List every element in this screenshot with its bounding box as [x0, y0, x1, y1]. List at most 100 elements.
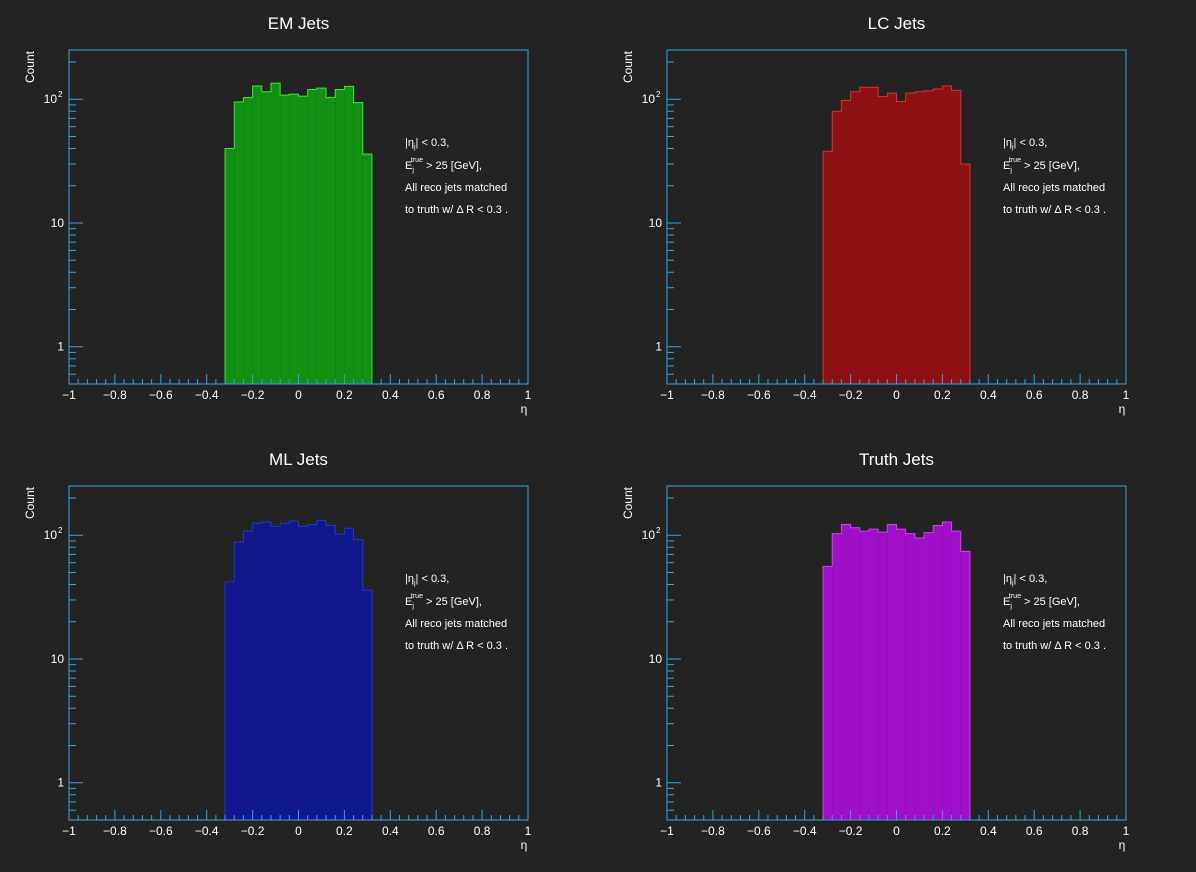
histogram-bin	[243, 97, 253, 384]
x-tick-label: 1	[525, 388, 532, 402]
x-tick-label: 0.4	[382, 824, 399, 838]
annotation-energy-cut: Ejtrue > 25 [GeV],	[405, 593, 482, 610]
annotation-matching: All reco jets matched	[405, 182, 507, 194]
panel-title: Truth Jets	[859, 450, 934, 469]
histogram-bin	[326, 525, 336, 820]
histogram-bin	[335, 534, 345, 820]
x-axis: −1 −0.8 −0.6 −0.4 −0.2 0 0.2 0.4 0.6 0.8 1η	[660, 374, 1130, 416]
panel-title: EM Jets	[268, 14, 329, 33]
histogram-bin	[823, 151, 833, 384]
histogram-bin	[951, 531, 961, 820]
x-tick-label: 0.2	[336, 824, 353, 838]
y-tick-exponent: 2	[656, 90, 661, 99]
histogram-bin	[905, 93, 915, 384]
histogram-bin	[243, 531, 253, 820]
x-axis: −1 −0.8 −0.6 −0.4 −0.2 0 0.2 0.4 0.6 0.8 1η	[62, 810, 532, 852]
y-axis-label: Count	[621, 486, 635, 519]
x-axis: −1 −0.8 −0.6 −0.4 −0.2 0 0.2 0.4 0.6 0.8 1η	[62, 374, 532, 416]
x-tick-label: 0.6	[1026, 824, 1043, 838]
histogram-bin	[850, 91, 860, 385]
y-tick-label: 10	[51, 216, 65, 230]
panel-lc-jets: LC Jets−1 −0.8 −0.6 −0.4 −0.2 0 0.2 0.4 0.6 0.8 1η…	[621, 14, 1130, 416]
x-tick-label: −0.8	[701, 388, 725, 402]
x-tick-label: −0.6	[149, 824, 173, 838]
x-axis-label: η	[1119, 838, 1126, 852]
histogram-bin	[252, 523, 262, 820]
x-tick-label: −0.4	[195, 824, 219, 838]
histogram-outline	[822, 521, 971, 820]
x-tick-label: 0.8	[1072, 388, 1089, 402]
histogram-bin	[270, 83, 281, 384]
x-tick-label: 1	[1123, 824, 1130, 838]
annotation-matching: All reco jets matched	[405, 618, 507, 630]
panel-title: ML Jets	[269, 450, 328, 469]
histogram-bin	[942, 85, 952, 384]
histogram-bin	[850, 527, 860, 820]
histogram-bin	[289, 521, 299, 820]
annotation-eta-cut: |ηj| < 0.3,	[405, 573, 449, 587]
histogram-bin	[878, 96, 888, 385]
cut-annotation: |ηj| < 0.3, Ejtrue > 25 [GeV], All reco je…	[405, 137, 508, 216]
histogram-bars	[823, 85, 970, 385]
histogram-bin	[924, 532, 934, 820]
x-tick-label: 0.4	[980, 388, 997, 402]
x-tick-label: 1	[1123, 388, 1130, 402]
histogram-bin	[823, 566, 833, 820]
x-tick-label: −1	[660, 824, 674, 838]
histogram-bin	[960, 551, 970, 820]
x-tick-label: −1	[62, 824, 76, 838]
annotation-delta-r: to truth w/ Δ R < 0.3 .	[405, 640, 508, 652]
panel-title: LC Jets	[868, 14, 926, 33]
y-axis-label: Count	[23, 50, 37, 83]
y-axis-label: Count	[23, 486, 37, 519]
y-tick-label: 1	[57, 340, 64, 354]
x-axis-label: η	[521, 402, 528, 416]
histogram-bin	[261, 91, 271, 385]
histogram-bin	[887, 93, 897, 384]
histogram-bars	[823, 521, 970, 820]
y-tick-label: 10	[44, 528, 58, 542]
x-tick-label: −0.4	[793, 824, 817, 838]
x-tick-label: 0.8	[474, 388, 491, 402]
annotation-eta-cut: |ηj| < 0.3,	[1003, 137, 1047, 151]
x-tick-label: −1	[660, 388, 674, 402]
histogram-bin	[280, 523, 290, 820]
x-tick-label: 0.6	[428, 824, 445, 838]
x-tick-label: −0.2	[241, 388, 265, 402]
histogram-bin	[933, 89, 943, 384]
histogram-bin	[896, 101, 906, 384]
y-tick-label: 1	[655, 776, 662, 790]
annotation-matching: All reco jets matched	[1003, 182, 1105, 194]
annotation-energy-cut: Ejtrue > 25 [GeV],	[1003, 593, 1080, 610]
histogram-bin	[832, 111, 842, 384]
histogram-bin	[353, 539, 363, 820]
annotation-delta-r: to truth w/ Δ R < 0.3 .	[1003, 640, 1106, 652]
histogram-outline	[224, 82, 373, 384]
x-tick-label: −0.6	[747, 388, 771, 402]
histogram-bin	[362, 590, 372, 820]
y-tick-label: 1	[655, 340, 662, 354]
x-tick-label: 0.8	[1072, 824, 1089, 838]
histogram-bin	[933, 525, 943, 820]
histogram-outline	[822, 85, 971, 384]
histogram-bin	[859, 87, 869, 384]
x-tick-label: −0.2	[241, 824, 265, 838]
x-tick-label: 0.4	[382, 388, 399, 402]
y-tick-exponent: 2	[656, 526, 661, 535]
y-axis-label: Count	[621, 50, 635, 83]
histogram-bin	[362, 154, 372, 384]
histogram-bin	[878, 532, 888, 820]
histogram-bin	[951, 90, 961, 384]
annotation-eta-cut: |ηj| < 0.3,	[1003, 573, 1047, 587]
histogram-bin	[841, 100, 851, 384]
histogram-bin	[905, 533, 915, 820]
x-tick-label: −0.2	[839, 824, 863, 838]
histogram-bin	[344, 528, 354, 820]
annotation-energy-cut: Ejtrue > 25 [GeV],	[1003, 157, 1080, 174]
histogram-bin	[960, 163, 970, 384]
